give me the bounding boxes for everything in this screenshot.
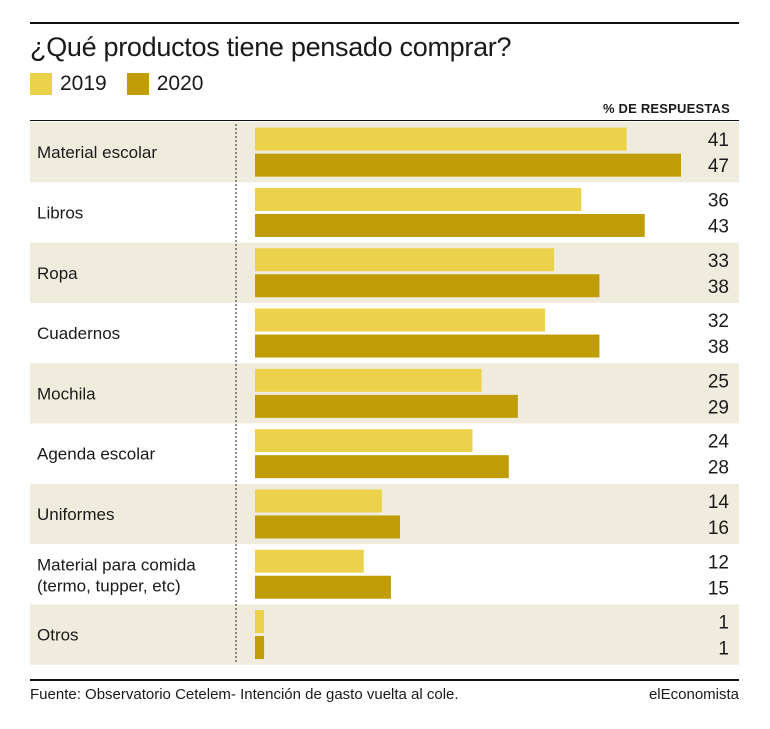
- row-band: [30, 604, 739, 665]
- bar-2020: [255, 153, 681, 177]
- value-label-2019: 12: [708, 552, 729, 573]
- category-label: Otros: [37, 626, 79, 645]
- legend-swatch-2019: [30, 73, 52, 95]
- value-label-2019: 24: [708, 432, 730, 453]
- value-label-2019: 14: [708, 492, 730, 513]
- bar-2019: [255, 248, 555, 272]
- legend-label-2020: 2020: [156, 72, 204, 95]
- legend-item-2019: 2019: [30, 72, 107, 96]
- legend: 2019 2020: [30, 72, 223, 96]
- bar-2020: [255, 394, 518, 418]
- bar-2019: [255, 127, 627, 151]
- bar-2019: [255, 368, 482, 392]
- value-label-2020: 16: [708, 518, 729, 539]
- bar-2020: [255, 274, 600, 298]
- brand-label: elEconomista: [648, 686, 739, 703]
- value-label-2020: 43: [708, 216, 729, 237]
- bar-2019: [255, 549, 364, 573]
- bar-2020: [255, 334, 600, 358]
- chart-title: ¿Qué productos tiene pensado comprar?: [30, 32, 512, 62]
- category-label: Material para comida: [37, 555, 196, 574]
- value-label-2019: 33: [708, 251, 729, 272]
- category-label: Material escolar: [37, 143, 157, 162]
- value-label-2020: 28: [708, 458, 729, 479]
- category-label: Mochila: [37, 384, 96, 403]
- source-note: Fuente: Observatorio Cetelem- Intención …: [30, 686, 459, 703]
- category-label: Cuadernos: [37, 324, 120, 343]
- value-label-2019: 36: [708, 190, 729, 211]
- category-label: (termo, tupper, etc): [37, 576, 181, 595]
- footer-rule: [30, 679, 739, 681]
- top-rule: [30, 22, 739, 24]
- category-label: Libros: [37, 203, 83, 222]
- chart-top-rule: [30, 120, 739, 121]
- value-label-2019: 41: [708, 130, 729, 151]
- bar-2020: [255, 213, 645, 237]
- value-label-2020: 47: [708, 156, 729, 177]
- value-label-2019: 32: [708, 311, 729, 332]
- bar-2020: [255, 515, 401, 539]
- value-label-2020: 38: [708, 277, 729, 298]
- category-label: Agenda escolar: [37, 445, 155, 464]
- bar-2019: [255, 610, 265, 634]
- value-label-2020: 38: [708, 337, 729, 358]
- value-label-2020: 29: [708, 397, 729, 418]
- unit-label: % DE RESPUESTAS: [602, 101, 730, 116]
- category-label: Uniformes: [37, 505, 114, 524]
- legend-label-2019: 2019: [60, 72, 107, 95]
- value-label-2019: 1: [718, 613, 729, 634]
- bar-2019: [255, 429, 473, 453]
- value-label-2019: 25: [708, 371, 729, 392]
- bar-2019: [255, 187, 582, 211]
- value-label-2020: 1: [718, 639, 729, 660]
- category-label: Ropa: [37, 264, 78, 283]
- bar-2020: [255, 455, 509, 479]
- bar-2019: [255, 489, 382, 513]
- bar-2020: [255, 636, 265, 660]
- legend-swatch-2020: [126, 73, 149, 95]
- bar-2020: [255, 575, 391, 599]
- value-label-2020: 15: [708, 578, 729, 599]
- legend-item-2020: 2020: [126, 72, 204, 96]
- bar-2019: [255, 308, 546, 332]
